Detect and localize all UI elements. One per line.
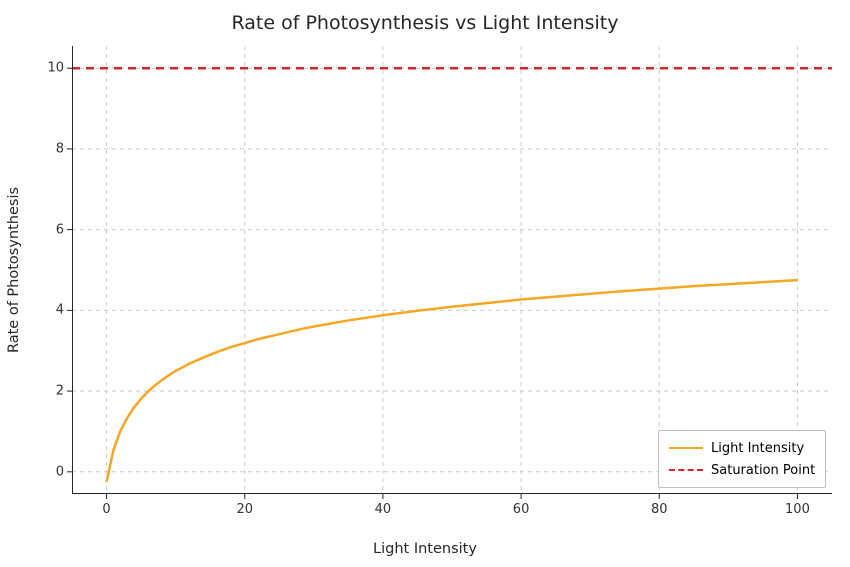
legend-item: Saturation Point [669,459,815,481]
y-tick-label: 10 [34,61,64,76]
x-tick-label: 100 [785,502,810,517]
y-tick-label: 2 [34,384,64,399]
x-tick-label: 40 [375,502,392,517]
legend-swatch [669,469,703,471]
legend-label: Saturation Point [711,463,815,478]
x-axis-label: Light Intensity [0,541,850,557]
x-tick-label: 20 [236,502,253,517]
y-tick-label: 8 [34,141,64,156]
legend: Light Intensity Saturation Point [658,430,826,488]
chart-title: Rate of Photosynthesis vs Light Intensit… [0,12,850,34]
legend-label: Light Intensity [711,441,804,456]
plot-svg [72,46,832,494]
legend-item: Light Intensity [669,437,815,459]
plot-area [72,46,832,494]
y-tick-label: 4 [34,303,64,318]
x-tick-label: 60 [513,502,530,517]
x-tick-label: 0 [102,502,110,517]
y-axis-label: Rate of Photosynthesis [6,187,22,353]
x-tick-label: 80 [651,502,668,517]
chart-container: Rate of Photosynthesis vs Light Intensit… [0,0,850,567]
y-tick-label: 6 [34,222,64,237]
y-tick-label: 0 [34,464,64,479]
legend-swatch [669,447,703,449]
